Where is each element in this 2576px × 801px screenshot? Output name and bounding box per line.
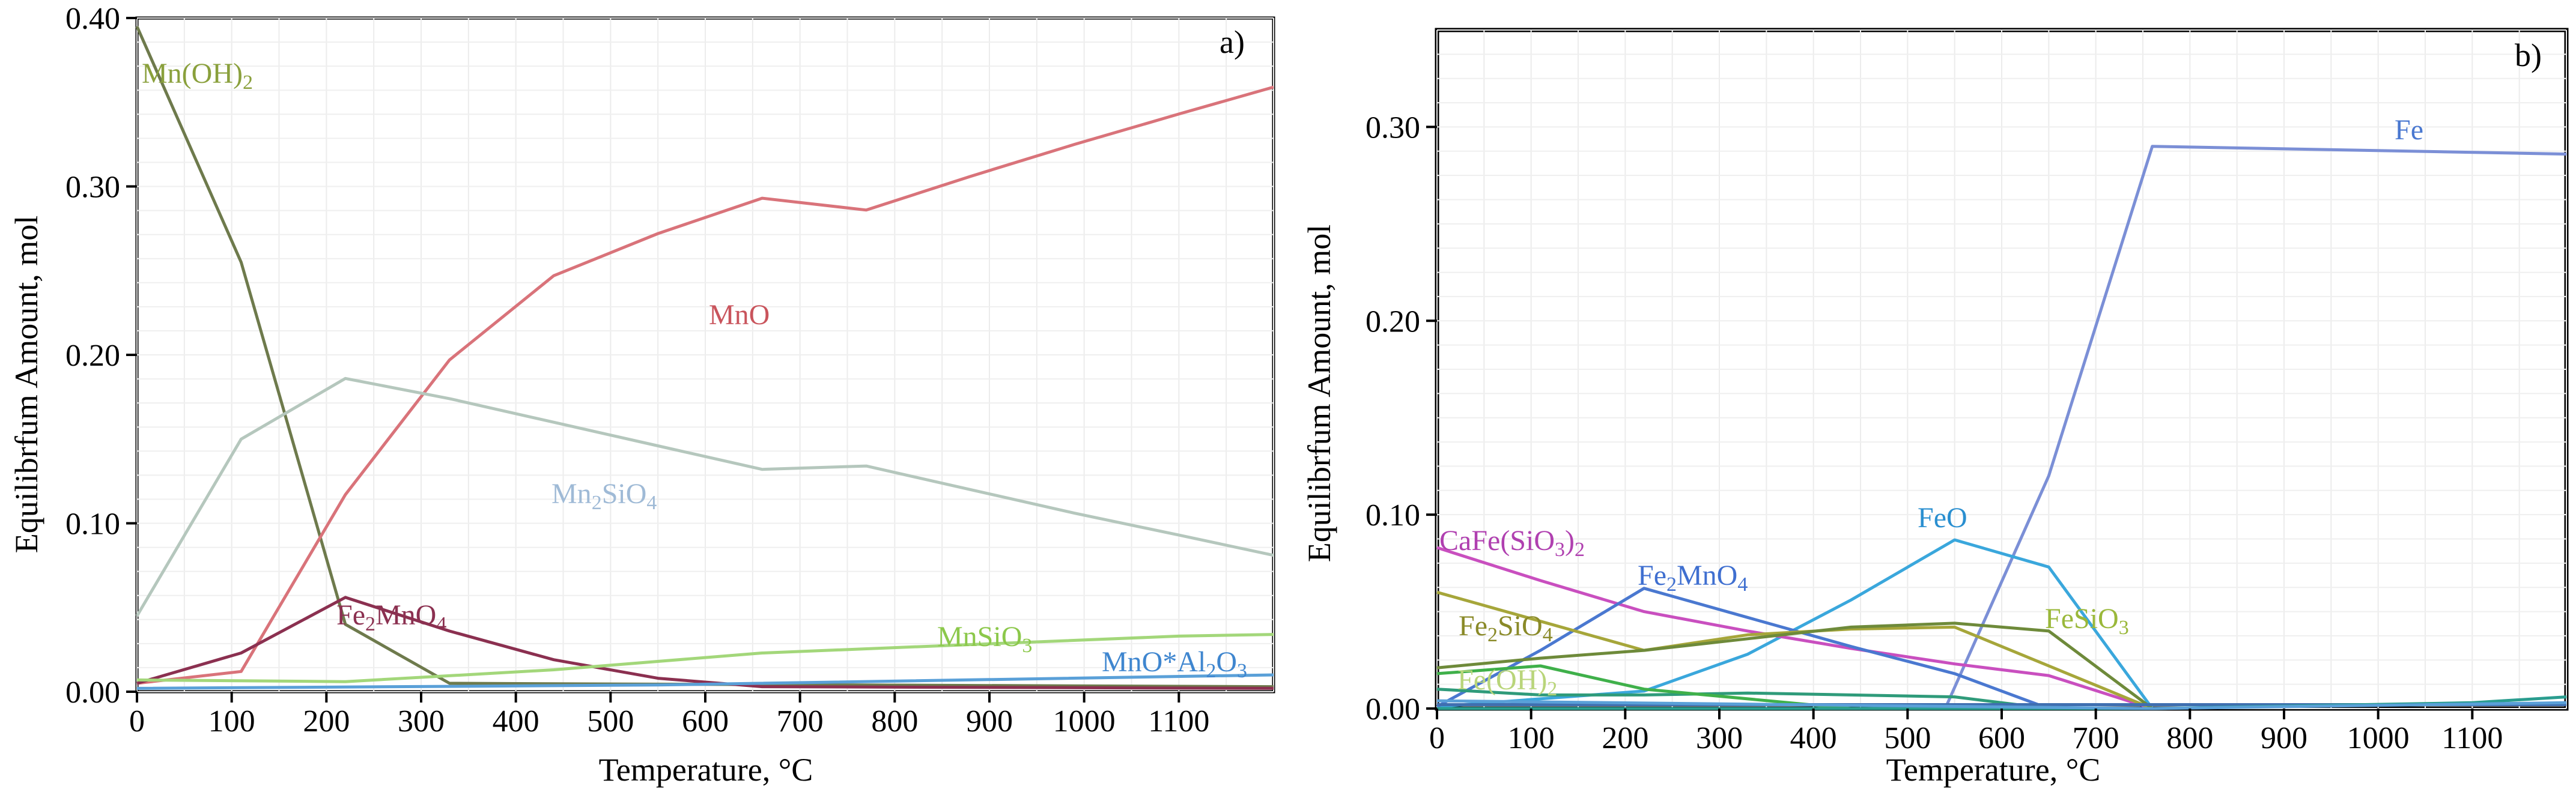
x-tick-label: 500: [587, 704, 634, 739]
series-line-fe2sio4: [1436, 590, 2153, 710]
label-fesio3: FeSiO3: [2045, 603, 2129, 639]
x-tick-label: 200: [303, 704, 350, 739]
x-tick-label: 1100: [2441, 721, 2503, 755]
x-tick-label: 400: [1790, 721, 1837, 755]
label-mn2sio4: Mn2SiO4: [551, 478, 657, 514]
series-line-fe2mno4: [1436, 587, 2050, 710]
panel-a-y-axis-title: Equilibrfum Amount, mol: [8, 216, 44, 554]
x-tick-label: 600: [682, 704, 729, 739]
panel-b: 0 100 200 300 400 500 600 700 800 900 1000 1100 0.00…: [1301, 28, 2569, 788]
label-mn-oh2: Mn(OH)2: [142, 58, 253, 94]
label-fe2mno4-a: Fe2MnO4: [336, 599, 446, 635]
x-tick-label: 800: [871, 704, 918, 739]
label-fe: Fe: [2395, 114, 2423, 146]
y-tick-label: 0.10: [65, 507, 120, 542]
x-tick-label: 700: [777, 704, 824, 739]
x-tick-label: 1100: [1148, 704, 1209, 739]
panel-a-label: a): [1220, 24, 1245, 60]
y-tick-label: 0.00: [1365, 692, 1420, 727]
series-line-cafe-sio3-2: [1436, 546, 2153, 710]
series-line-mno-al2o3: [136, 673, 1274, 690]
panel-b-series: [1436, 145, 2567, 710]
y-tick-label: 0.00: [65, 676, 120, 710]
series-line-green-1: [1436, 664, 1852, 710]
panel-a: 0 100 200 300 400 500 600 700 800 900 1000 1100 0.00…: [8, 2, 1275, 788]
series-line-fesio3: [1436, 621, 2154, 710]
panel-a-grid: [136, 17, 1274, 692]
x-tick-label: 1000: [2347, 721, 2410, 755]
panel-b-y-axis-title: Equilibrfum Amount, mol: [1301, 225, 1337, 563]
label-fe2mno4-b: Fe2MnO4: [1638, 560, 1748, 596]
x-tick-label: 300: [398, 704, 445, 739]
y-tick-label: 0.20: [65, 339, 120, 373]
panel-a-ticks: 0 100 200 300 400 500 600 700 800 900 1000 1100 0.00…: [65, 2, 1209, 739]
panel-b-label: b): [2515, 37, 2542, 73]
panel-b-x-axis-title: Temperature, °C: [1886, 752, 2101, 788]
x-tick-label: 900: [966, 704, 1013, 739]
label-feo: FeO: [1918, 502, 1967, 534]
label-fe-oh2: Fe(OH)2: [1457, 664, 1557, 700]
x-tick-label: 400: [493, 704, 539, 739]
series-line-fe2mno4: [136, 596, 1274, 690]
x-tick-label: 200: [1602, 721, 1648, 755]
label-mno-al2o3: MnO*Al2O3: [1102, 646, 1247, 682]
series-line-feo: [1436, 538, 2154, 710]
x-tick-label: 100: [1508, 721, 1555, 755]
label-mnsio3: MnSiO3: [937, 621, 1032, 657]
y-tick-label: 0.30: [1365, 110, 1420, 145]
series-line-base-c: [1436, 699, 2567, 710]
x-tick-label: 0: [1429, 721, 1445, 755]
panel-b-grid: [1436, 29, 2567, 709]
y-tick-label: 0.30: [65, 171, 120, 205]
label-fe2sio4: Fe2SiO4: [1459, 610, 1553, 646]
x-tick-label: 100: [208, 704, 255, 739]
x-tick-label: 1000: [1053, 704, 1116, 739]
x-tick-label: 300: [1696, 721, 1743, 755]
panel-a-series: [135, 25, 1274, 690]
series-line-fe-oh-2: [1436, 688, 2049, 710]
x-tick-label: 500: [1884, 721, 1931, 755]
series-line-mn2sio4: [135, 376, 1274, 617]
label-mno: MnO: [709, 299, 770, 331]
x-tick-label: 900: [2261, 721, 2307, 755]
y-tick-label: 0.40: [65, 2, 120, 36]
x-tick-label: 0: [129, 704, 145, 739]
x-tick-label: 700: [2073, 721, 2119, 755]
y-tick-label: 0.20: [1365, 304, 1420, 339]
series-line-mno: [136, 85, 1274, 685]
label-cafe-sio3-2: CaFe(SiO3)2: [1439, 525, 1585, 561]
y-tick-label: 0.10: [1365, 498, 1420, 533]
panel-b-ticks: 0 100 200 300 400 500 600 700 800 900 1000 1100 0.00…: [1365, 110, 2503, 755]
x-tick-label: 600: [1978, 721, 2025, 755]
series-line-mnsio3: [136, 633, 1274, 683]
x-tick-label: 800: [2166, 721, 2213, 755]
panel-a-x-axis-title: Temperature, °C: [599, 752, 813, 788]
